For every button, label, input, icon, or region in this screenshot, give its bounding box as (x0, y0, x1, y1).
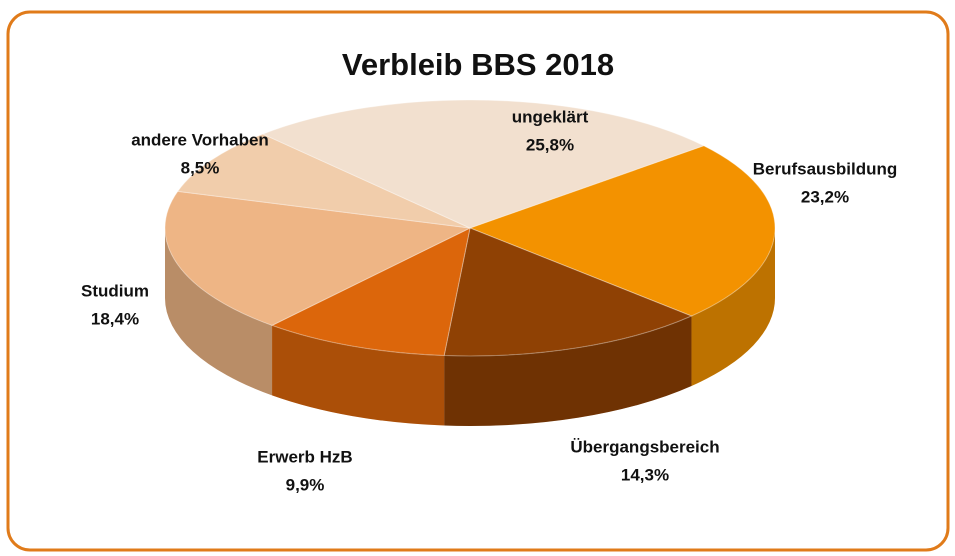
pie-side (444, 316, 692, 426)
pie-side (165, 228, 273, 396)
pie-slice (261, 99, 705, 229)
pie-slice (164, 190, 472, 326)
side-shade (272, 325, 445, 426)
pie-slice (176, 133, 471, 229)
side-shade (444, 316, 692, 426)
slice-value: 14,3% (621, 465, 669, 484)
slice-value: 25,8% (526, 135, 574, 154)
slice-label: andere Vorhaben (131, 130, 269, 149)
pie-slice (468, 145, 776, 317)
slice-value: 23,2% (801, 187, 849, 206)
chart-title: Verbleib BBS 2018 (342, 47, 614, 82)
slice-label: Übergangsbereich (570, 437, 719, 456)
slice-label: Berufsausbildung (753, 159, 898, 178)
slice-value: 9,9% (286, 475, 325, 494)
side-shade (691, 228, 775, 387)
slice-label: Studium (81, 281, 149, 300)
side-shade (165, 228, 273, 396)
slice-label: ungeklärt (512, 107, 589, 126)
pie-slice (270, 227, 471, 357)
pie-side (272, 325, 445, 426)
pie-side (691, 228, 775, 387)
slice-value: 18,4% (91, 309, 139, 328)
slice-label: Erwerb HzB (257, 447, 352, 466)
pie-slice (443, 227, 693, 357)
slice-value: 8,5% (181, 158, 220, 177)
